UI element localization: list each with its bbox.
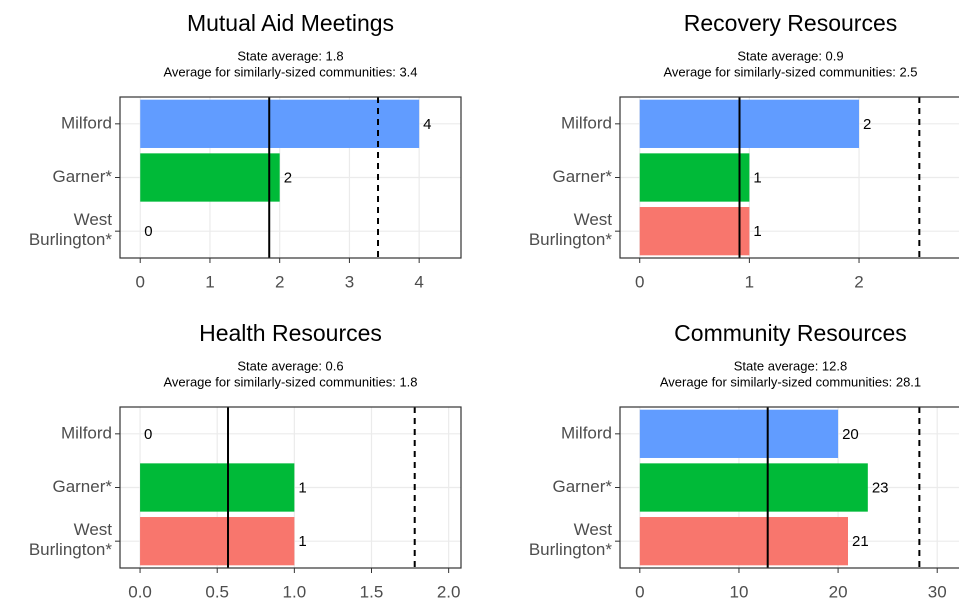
plot-frame xyxy=(119,406,462,569)
value-label: 1 xyxy=(753,169,761,186)
x-tick-label: 1 xyxy=(745,272,754,291)
category-label: Milford xyxy=(561,113,612,132)
x-tick-label: 2 xyxy=(854,272,863,291)
bar xyxy=(140,517,295,566)
category-label: Garner* xyxy=(552,477,612,496)
value-label: 21 xyxy=(852,533,869,550)
x-tick-label: 1.5 xyxy=(360,582,384,601)
category-label: West Burlington* xyxy=(529,211,613,250)
value-label: 1 xyxy=(298,533,306,550)
category-label: West Burlington* xyxy=(29,211,113,250)
bar xyxy=(639,207,750,256)
bar xyxy=(639,99,860,148)
category-label: Garner* xyxy=(552,167,612,186)
subtitle: Average for similarly-sized communities:… xyxy=(660,374,921,389)
value-label: 1 xyxy=(753,223,761,240)
value-label: 0 xyxy=(144,426,152,443)
x-tick-label: 0 xyxy=(135,272,144,291)
category-label: Garner* xyxy=(52,167,112,186)
category-label: Milford xyxy=(561,423,612,442)
x-tick-label: 0 xyxy=(635,272,644,291)
value-label: 23 xyxy=(872,479,889,496)
x-tick-label: 0 xyxy=(635,582,644,601)
chart-title: Health Resources xyxy=(199,320,382,346)
bar xyxy=(140,463,295,512)
value-label: 1 xyxy=(298,479,306,496)
x-tick-label: 2.0 xyxy=(437,582,461,601)
category-label: Garner* xyxy=(52,477,112,496)
category-label: Milford xyxy=(61,423,112,442)
plot-frame xyxy=(119,96,462,259)
x-tick-label: 3 xyxy=(345,272,354,291)
bar xyxy=(140,99,420,148)
x-tick-label: 4 xyxy=(414,272,423,291)
plot-frame xyxy=(619,406,959,569)
x-tick-label: 1 xyxy=(205,272,214,291)
x-tick-label: 30 xyxy=(928,582,947,601)
x-tick-label: 20 xyxy=(829,582,848,601)
subtitle: State average: 1.8 xyxy=(237,48,343,63)
category-label: West Burlington* xyxy=(29,521,113,560)
x-tick-label: 0.0 xyxy=(128,582,152,601)
x-tick-label: 1.0 xyxy=(283,582,307,601)
x-tick-label: 2 xyxy=(275,272,284,291)
value-label: 20 xyxy=(842,426,859,443)
bar xyxy=(639,153,750,202)
chart-title: Mutual Aid Meetings xyxy=(187,10,394,36)
bar xyxy=(639,409,839,458)
bar xyxy=(140,153,280,202)
bar xyxy=(639,517,848,566)
subtitle: State average: 12.8 xyxy=(734,358,847,373)
value-label: 4 xyxy=(423,116,431,133)
plot-frame xyxy=(619,96,959,259)
subtitle: State average: 0.6 xyxy=(237,358,343,373)
value-label: 2 xyxy=(863,116,871,133)
x-tick-label: 0.5 xyxy=(205,582,229,601)
value-label: 0 xyxy=(144,223,152,240)
subtitle: State average: 0.9 xyxy=(737,48,843,63)
subtitle: Average for similarly-sized communities:… xyxy=(163,374,417,389)
subtitle: Average for similarly-sized communities:… xyxy=(163,64,417,79)
category-label: West Burlington* xyxy=(529,521,613,560)
subtitle: Average for similarly-sized communities:… xyxy=(663,64,917,79)
bar xyxy=(639,463,868,512)
chart-title: Community Resources xyxy=(674,320,907,346)
value-label: 2 xyxy=(284,169,292,186)
chart-title: Recovery Resources xyxy=(684,10,897,36)
category-label: Milford xyxy=(61,113,112,132)
x-tick-label: 10 xyxy=(729,582,748,601)
